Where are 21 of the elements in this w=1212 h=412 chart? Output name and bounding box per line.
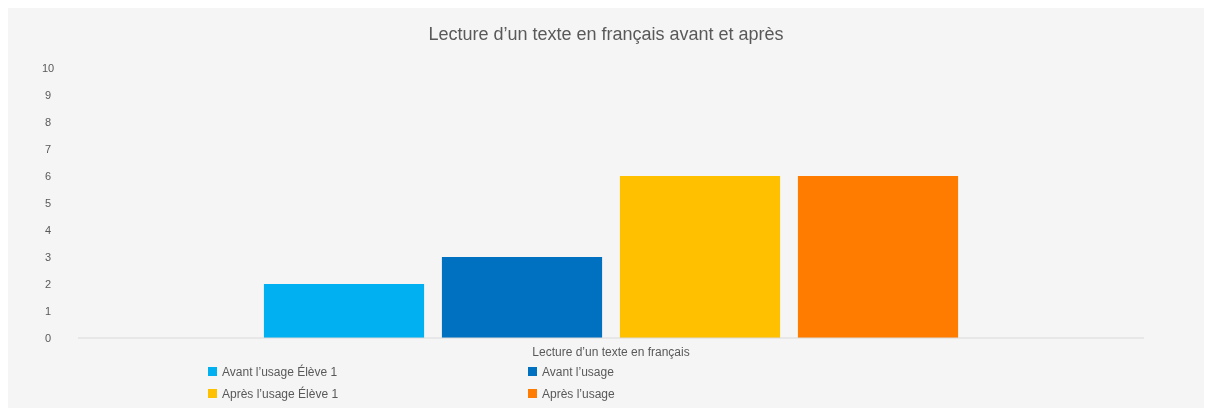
bar <box>797 176 959 338</box>
bar <box>263 284 425 338</box>
y-tick-label: 8 <box>44 115 52 128</box>
bar <box>441 257 603 338</box>
y-tick-label: 6 <box>44 169 52 182</box>
legend-label: Après l’usage <box>542 387 616 402</box>
y-tick-label: 4 <box>44 223 52 236</box>
y-tick-label: 2 <box>44 277 52 290</box>
bar <box>619 176 781 338</box>
x-tick-label: Lecture d’un texte en français <box>532 345 690 359</box>
y-tick-label: 9 <box>44 88 52 101</box>
y-tick-label: 1 <box>44 304 52 317</box>
y-tick-label: 10 <box>41 61 55 74</box>
y-tick-label: 5 <box>44 196 52 209</box>
chart-title: Lecture d’un texte en français avant et après <box>428 24 784 44</box>
y-tick-label: 7 <box>44 142 52 155</box>
legend-label: Avant l’usage <box>542 365 615 380</box>
legend-label: Avant l’usage Élève 1 <box>222 364 338 380</box>
y-tick-label: 0 <box>44 331 52 344</box>
legend-label: Après l’usage Élève 1 <box>222 386 339 402</box>
y-tick-label: 3 <box>44 250 52 263</box>
